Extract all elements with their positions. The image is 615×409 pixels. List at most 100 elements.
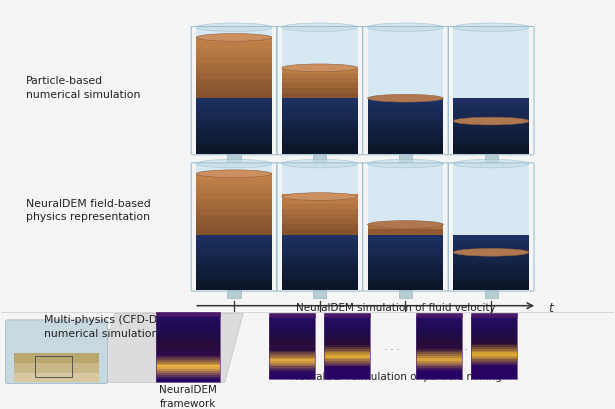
Ellipse shape: [368, 221, 443, 229]
Bar: [156, 360, 220, 362]
Bar: [416, 347, 462, 349]
Bar: [453, 280, 529, 285]
Bar: [282, 53, 358, 58]
Bar: [282, 280, 358, 285]
Bar: [368, 265, 443, 270]
Bar: [282, 63, 358, 69]
Bar: [471, 371, 517, 373]
Bar: [471, 351, 517, 353]
Ellipse shape: [196, 160, 272, 169]
Bar: [471, 345, 517, 347]
Bar: [156, 380, 220, 382]
Ellipse shape: [196, 24, 272, 32]
Bar: [368, 114, 443, 119]
Bar: [416, 373, 462, 375]
Bar: [156, 344, 220, 346]
Bar: [324, 317, 370, 379]
Bar: [196, 139, 272, 144]
Bar: [453, 194, 529, 200]
Bar: [324, 348, 370, 351]
Bar: [368, 174, 443, 180]
Bar: [453, 73, 529, 79]
Bar: [156, 337, 220, 339]
Bar: [282, 270, 358, 275]
Bar: [453, 79, 529, 84]
Bar: [324, 345, 370, 347]
Bar: [471, 333, 517, 335]
Bar: [368, 28, 443, 33]
Bar: [416, 359, 462, 361]
Bar: [471, 355, 517, 358]
Bar: [282, 240, 358, 245]
Bar: [196, 189, 272, 195]
Bar: [368, 189, 443, 195]
Text: NeuralDEM simulation of fluid velocity: NeuralDEM simulation of fluid velocity: [296, 303, 496, 312]
Bar: [368, 43, 443, 48]
Bar: [156, 342, 220, 345]
Bar: [416, 324, 462, 326]
Bar: [269, 326, 315, 328]
Text: · · ·: · · ·: [458, 344, 474, 354]
Ellipse shape: [196, 171, 272, 178]
Bar: [196, 88, 272, 94]
Bar: [269, 354, 315, 356]
Bar: [485, 155, 498, 162]
Bar: [416, 364, 462, 366]
Ellipse shape: [368, 95, 443, 103]
Bar: [196, 68, 272, 74]
Bar: [196, 179, 272, 184]
Bar: [196, 250, 272, 255]
Bar: [471, 322, 517, 324]
Bar: [324, 331, 370, 333]
Bar: [14, 353, 100, 364]
Bar: [269, 366, 315, 368]
Bar: [324, 373, 370, 375]
Bar: [35, 357, 72, 378]
Bar: [156, 335, 220, 337]
Ellipse shape: [196, 34, 272, 42]
Text: NeuralDEM
framework: NeuralDEM framework: [159, 384, 217, 408]
Bar: [282, 194, 358, 200]
Bar: [416, 348, 462, 351]
Bar: [471, 336, 517, 338]
Bar: [471, 342, 517, 344]
Bar: [453, 99, 529, 104]
Bar: [368, 99, 443, 104]
Bar: [416, 354, 462, 356]
Bar: [196, 225, 272, 230]
Bar: [453, 209, 529, 215]
Bar: [269, 363, 315, 365]
Bar: [196, 214, 272, 220]
Bar: [368, 139, 443, 144]
Bar: [196, 109, 272, 114]
Bar: [282, 109, 358, 114]
Bar: [368, 149, 443, 155]
Ellipse shape: [453, 249, 529, 256]
Bar: [471, 314, 517, 317]
Bar: [282, 275, 358, 281]
Bar: [453, 179, 529, 184]
Bar: [416, 377, 462, 379]
Bar: [196, 33, 272, 38]
Bar: [282, 88, 358, 94]
Bar: [416, 321, 462, 323]
Bar: [368, 209, 443, 215]
Bar: [368, 134, 443, 139]
Bar: [269, 340, 315, 342]
Bar: [324, 321, 370, 323]
Bar: [196, 199, 272, 204]
Bar: [453, 174, 529, 180]
Bar: [282, 129, 358, 135]
Bar: [416, 331, 462, 333]
Bar: [269, 328, 315, 330]
Bar: [196, 169, 272, 174]
Bar: [368, 255, 443, 260]
Bar: [269, 348, 315, 351]
Bar: [269, 345, 315, 347]
Bar: [324, 371, 370, 373]
Bar: [471, 357, 517, 360]
Bar: [196, 48, 272, 54]
Bar: [453, 240, 529, 245]
Bar: [416, 329, 462, 331]
Bar: [368, 164, 443, 169]
